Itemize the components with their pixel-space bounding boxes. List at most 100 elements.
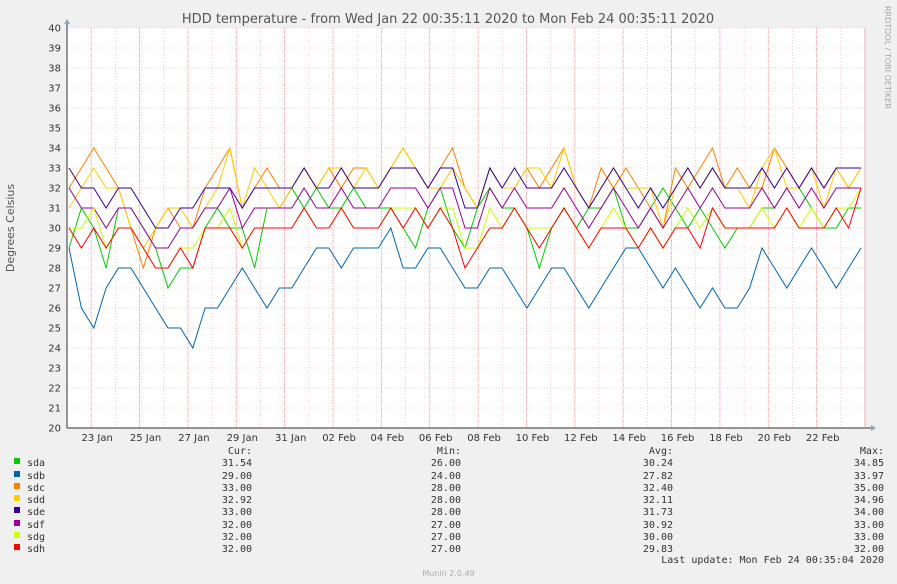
series-line-sdb [68, 226, 862, 350]
legend-max: 35.00 [853, 482, 884, 494]
x-tick-label: 29 Jan [227, 433, 258, 444]
x-tick-label: 12 Feb [564, 433, 598, 444]
y-tick-label: 28 [48, 264, 61, 275]
legend-cur: 33.00 [221, 507, 252, 519]
legend-swatch [14, 507, 20, 514]
legend-min: 24.00 [430, 470, 461, 482]
legend-max: 34.96 [853, 495, 884, 507]
x-tick-label: 14 Feb [612, 433, 646, 444]
legend-max: 33.97 [853, 470, 884, 482]
y-tick-label: 31 [48, 204, 61, 215]
y-tick-label: 33 [48, 164, 61, 175]
legend-min: 26.00 [430, 458, 461, 470]
legend-max: 33.00 [853, 532, 884, 544]
x-tick-label: 20 Feb [757, 433, 791, 444]
x-tick-label: 22 Feb [806, 433, 840, 444]
legend-name: sdh [27, 544, 46, 556]
y-tick-label: 40 [48, 24, 61, 35]
legend-avg: 30.24 [642, 458, 673, 470]
x-tick-label: 25 Jan [130, 433, 161, 444]
legend-swatch [14, 495, 20, 502]
legend-min: 28.00 [430, 507, 461, 519]
legend-header-min: Min: [436, 446, 461, 457]
x-ticks: 23 Jan 25 Jan 27 Jan 29 Jan 31 Jan 02 Feb 04 F… [82, 433, 840, 444]
legend-min: 28.00 [430, 482, 461, 494]
x-tick-label: 10 Feb [516, 433, 550, 444]
series-lines [68, 146, 862, 350]
legend-name: sdd [27, 495, 46, 507]
legend-swatch [14, 470, 20, 477]
legend-max: 34.00 [853, 507, 884, 519]
series-line-sdf [68, 186, 861, 249]
legend-swatch [14, 458, 20, 465]
legend-header-avg: Avg: [648, 446, 673, 457]
legend-swatch [14, 482, 20, 489]
x-tick-label: 04 Feb [371, 433, 405, 444]
legend-cur: 32.00 [221, 519, 252, 531]
legend-avg: 29.83 [642, 544, 673, 556]
legend-avg: 30.00 [642, 532, 673, 544]
x-tick-label: 27 Jan [178, 433, 209, 444]
y-tick-label: 27 [48, 284, 61, 295]
y-tick-label: 37 [48, 84, 61, 95]
y-tick-label: 39 [48, 44, 61, 55]
axes [64, 19, 876, 431]
y-ticks: 20 21 22 23 24 25 26 27 28 29 30 31 32 33 34 35 36 37 38 39… [48, 24, 61, 435]
legend-row-sdf: sdf 32.00 27.00 30.92 33.00 [12, 519, 884, 532]
x-tick-label: 06 Feb [419, 433, 453, 444]
y-tick-label: 38 [48, 64, 61, 75]
legend-name: sdf [27, 519, 46, 531]
legend-min: 28.00 [430, 495, 461, 507]
legend-row-sdg: sdg 32.00 27.00 30.00 33.00 [12, 532, 884, 544]
legend-name: sdb [27, 470, 46, 482]
legend-row-sdd: sdd 32.92 28.00 32.11 34.96 [12, 495, 884, 507]
legend: Cur: Min: Avg: Max: sda 31.54 26.00 30.24 34… [12, 446, 884, 557]
rrdtool-watermark: RRDTOOL / TOBI OETIKER [883, 6, 892, 109]
legend-row-sdb: sdb 29.00 24.00 27.82 33.97 [12, 470, 884, 483]
y-tick-label: 26 [48, 304, 61, 315]
last-update: Last update: Mon Feb 24 00:35:04 2020 [661, 555, 884, 566]
legend-row-sde: sde 33.00 28.00 31.73 34.00 [12, 507, 884, 519]
legend-header-cur: Cur: [227, 446, 252, 457]
legend-name: sdg [27, 532, 46, 544]
x-tick-label: 02 Feb [322, 433, 356, 444]
legend-max: 32.00 [853, 544, 884, 556]
y-axis-arrow [64, 19, 70, 24]
legend-row-sdc: sdc 33.00 28.00 32.40 35.00 [12, 482, 884, 495]
x-tick-label: 31 Jan [275, 433, 306, 444]
y-tick-label: 23 [48, 364, 61, 375]
x-tick-label: 08 Feb [467, 433, 501, 444]
legend-name: sde [27, 507, 46, 519]
legend-cur: 31.54 [221, 458, 252, 470]
legend-cur: 32.00 [221, 532, 252, 544]
x-tick-label: 18 Feb [709, 433, 743, 444]
legend-cur: 32.92 [221, 495, 252, 507]
y-tick-label: 24 [48, 344, 61, 355]
legend-name: sda [27, 458, 46, 470]
y-tick-label: 25 [48, 324, 61, 335]
y-axis-label: Degrees Celsius [4, 184, 17, 273]
legend-avg: 27.82 [642, 470, 673, 482]
legend-min: 27.00 [430, 544, 461, 556]
legend-max: 33.00 [853, 519, 884, 531]
y-tick-label: 34 [48, 144, 61, 155]
legend-header-max: Max: [859, 446, 884, 457]
legend-avg: 30.92 [642, 519, 673, 531]
x-tick-label: 23 Jan [82, 433, 113, 444]
y-tick-label: 29 [48, 244, 61, 255]
legend-row-sda: sda 31.54 26.00 30.24 34.85 [12, 458, 884, 470]
y-tick-label: 30 [48, 224, 61, 235]
series-line-sdh [68, 187, 862, 270]
legend-min: 27.00 [430, 532, 461, 544]
legend-rows: sda 31.54 26.00 30.24 34.85 sdb 29.00 24.00 27.8… [12, 458, 884, 556]
x-tick-label: 16 Feb [661, 433, 695, 444]
x-axis-arrow [871, 425, 876, 431]
legend-row-sdh: sdh 32.00 27.00 29.83 32.00 [12, 544, 884, 556]
legend-swatch [14, 544, 20, 551]
legend-cur: 29.00 [221, 470, 252, 482]
legend-min: 27.00 [430, 519, 461, 531]
y-tick-label: 20 [48, 424, 61, 435]
y-tick-label: 22 [48, 384, 61, 395]
legend-max: 34.85 [853, 458, 884, 470]
